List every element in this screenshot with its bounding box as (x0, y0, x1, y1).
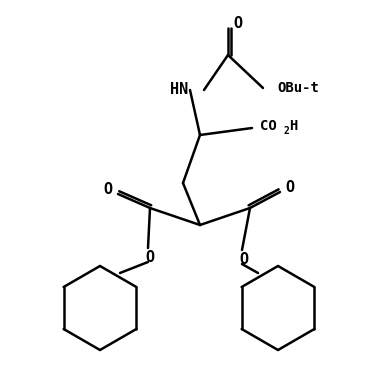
Text: O: O (103, 182, 113, 197)
Text: 2: 2 (283, 126, 289, 136)
Text: O: O (286, 181, 295, 195)
Text: O: O (233, 16, 243, 31)
Text: O: O (239, 253, 248, 267)
Text: CO: CO (260, 119, 277, 133)
Text: O: O (145, 251, 155, 266)
Text: OBu-t: OBu-t (277, 81, 319, 95)
Text: H: H (289, 119, 297, 133)
Text: HN: HN (170, 81, 188, 97)
